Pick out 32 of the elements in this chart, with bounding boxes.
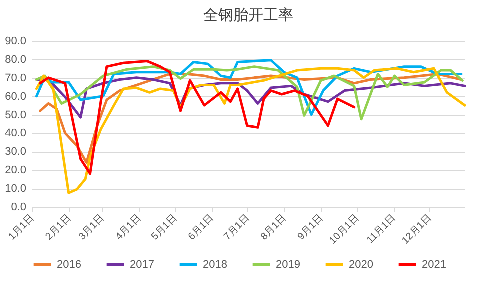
x-tick-label: 10月1日 (328, 212, 362, 247)
y-tick-label: 40.0 (5, 128, 26, 140)
legend-label: 2021 (422, 258, 446, 271)
line-series (36, 67, 466, 194)
y-tick-label: 90.0 (5, 36, 26, 48)
x-tick-label: 9月1日 (296, 212, 326, 243)
y-tick-label: 60.0 (5, 90, 26, 103)
legend-label: 2020 (349, 258, 374, 271)
y-tick-label: 30.0 (5, 146, 26, 158)
x-tick-label: 5月1日 (150, 212, 180, 243)
x-tick-label: 11月1日 (365, 212, 398, 246)
legend-label: 2017 (130, 258, 154, 271)
y-tick-label: 70.0 (5, 72, 26, 84)
legend-label: 2018 (203, 258, 228, 271)
legend-label: 2016 (57, 258, 82, 271)
legend-label: 2019 (276, 258, 300, 271)
line-series (39, 60, 356, 176)
x-tick-label: 6月1日 (186, 212, 216, 243)
x-tick-label: 12月1日 (400, 212, 434, 247)
y-tick-label: 50.0 (5, 109, 26, 122)
y-tick-label: 20.0 (5, 164, 26, 177)
x-tick-label: 8月1日 (259, 212, 289, 243)
x-tick-label: 1月1日 (6, 212, 37, 243)
y-tick-label: 10.0 (5, 183, 26, 196)
x-tick-label: 3月1日 (77, 212, 107, 243)
chart-title: 全钢胎开工率 (204, 7, 294, 24)
y-tick-label: 0.0 (11, 202, 26, 214)
y-tick-label: 80.0 (5, 54, 26, 66)
x-tick-label: 7月1日 (222, 212, 252, 243)
x-tick-label: 2月1日 (44, 212, 74, 243)
line-series (36, 66, 464, 121)
x-tick-label: 4月1日 (114, 212, 144, 243)
